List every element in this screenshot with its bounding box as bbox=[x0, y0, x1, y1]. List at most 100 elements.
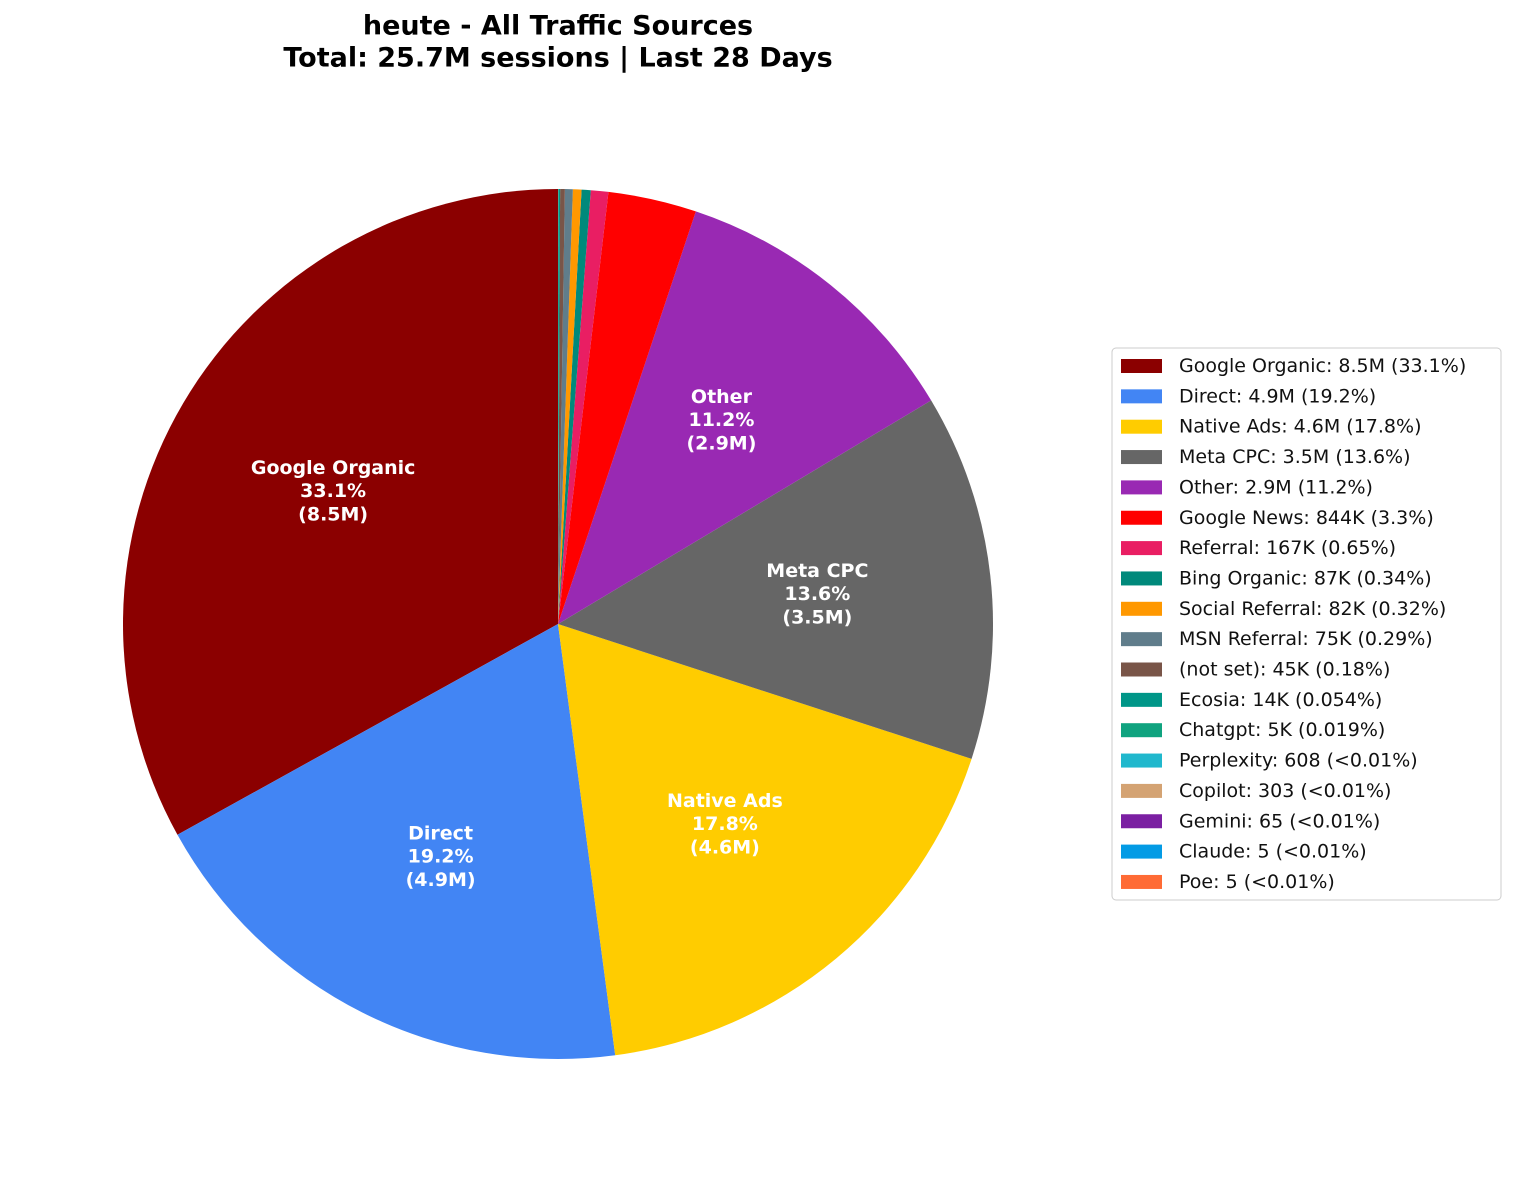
legend-part: 0.18% bbox=[1323, 658, 1383, 680]
legend-entry: MSN Referral: 75K (0.29%) bbox=[1179, 628, 1433, 650]
legend-part: (not set) bbox=[1179, 658, 1260, 680]
legend-part: 5K bbox=[1267, 719, 1292, 741]
legend-entry: Copilot: 303 (<0.01%) bbox=[1179, 779, 1391, 801]
legend-swatch bbox=[1121, 601, 1162, 616]
slice-value-label: 4.6M bbox=[699, 836, 752, 858]
legend-part: Native Ads bbox=[1179, 415, 1281, 437]
slice-name: Native Ads bbox=[667, 790, 783, 812]
slice-value-label: 2.9M bbox=[695, 432, 748, 454]
legend-entry: Meta CPC: 3.5M (13.6%) bbox=[1179, 446, 1411, 468]
legend-swatch bbox=[1121, 419, 1162, 434]
slice-name: Google Organic bbox=[251, 457, 416, 479]
pie-slice bbox=[558, 189, 559, 625]
legend-entry: Gemini: 65 (<0.01%) bbox=[1179, 810, 1380, 832]
chart-subtitle: Total: 25.7M sessions | Last 28 Days bbox=[283, 43, 832, 74]
pie-slice bbox=[558, 189, 582, 624]
legend-entry: Other: 2.9M (11.2%) bbox=[1179, 476, 1373, 498]
legend-part: 167K bbox=[1266, 537, 1315, 559]
legend-part: Google News bbox=[1179, 506, 1303, 528]
legend-part: 75K bbox=[1315, 628, 1352, 650]
legend-swatch bbox=[1121, 541, 1162, 556]
legend-swatch bbox=[1121, 359, 1162, 373]
legend-swatch bbox=[1121, 783, 1162, 798]
slice-percent: 17.8% bbox=[692, 813, 758, 835]
legend-swatch bbox=[1121, 753, 1162, 768]
legend-part: 8.5M bbox=[1338, 355, 1385, 377]
pie-slice bbox=[558, 400, 994, 759]
legend-part: 65 bbox=[1259, 810, 1283, 832]
legend-part: 608 bbox=[1284, 749, 1320, 771]
legend-part: 11.2% bbox=[1305, 476, 1365, 498]
legend-swatch bbox=[1121, 480, 1162, 495]
slice-name: Direct bbox=[408, 823, 473, 845]
legend-swatch bbox=[1121, 844, 1162, 859]
pie-slice bbox=[558, 191, 696, 624]
legend-entry: (not set): 45K (0.18%) bbox=[1179, 658, 1390, 680]
legend-part: Other bbox=[1179, 476, 1233, 498]
legend-part: Direct bbox=[1179, 385, 1236, 407]
legend-entry: Chatgpt: 5K (0.019%) bbox=[1179, 719, 1385, 741]
slice-percent: 33.1% bbox=[300, 480, 366, 502]
pie-slice bbox=[558, 211, 932, 625]
legend-swatch bbox=[1121, 571, 1162, 586]
pie-slice bbox=[558, 190, 609, 624]
legend-part: 3.3% bbox=[1378, 506, 1426, 528]
slice-name: Other bbox=[691, 386, 753, 408]
legend-part: Meta CPC bbox=[1179, 446, 1270, 468]
legend-entry: Direct: 4.9M (19.2%) bbox=[1179, 385, 1376, 407]
legend-part: 17.8% bbox=[1354, 415, 1414, 437]
legend-part: 3.5M bbox=[1283, 446, 1330, 468]
slice-name: Meta CPC bbox=[766, 560, 868, 582]
legend-part: 45K bbox=[1272, 658, 1309, 680]
legend-part: MSN Referral bbox=[1179, 628, 1302, 650]
legend-part: Referral bbox=[1179, 537, 1254, 559]
legend-swatch bbox=[1121, 450, 1162, 465]
pie-slice bbox=[558, 189, 591, 625]
legend-part: 0.32% bbox=[1379, 597, 1439, 619]
legend-swatch bbox=[1121, 814, 1162, 829]
legend-part: Perplexity bbox=[1179, 749, 1273, 771]
slice-value: (4.6M) bbox=[690, 836, 760, 858]
slice-percent: 11.2% bbox=[688, 409, 754, 431]
legend-part: Poe bbox=[1179, 870, 1213, 892]
pie-slice bbox=[558, 624, 972, 1056]
legend-swatch bbox=[1121, 723, 1162, 738]
legend-part: Google Organic bbox=[1179, 355, 1326, 377]
legend-part: Copilot bbox=[1179, 779, 1246, 801]
slice-percent: 19.2% bbox=[408, 846, 474, 868]
legend-part: Gemini bbox=[1179, 810, 1247, 832]
legend-part: <0.01% bbox=[1283, 840, 1359, 862]
legend-part: 82K bbox=[1328, 597, 1365, 619]
slice-value: (4.9M) bbox=[406, 869, 476, 891]
legend-box bbox=[1111, 347, 1502, 901]
legend-entry: Poe: 5 (<0.01%) bbox=[1179, 870, 1335, 892]
legend-entry: Native Ads: 4.6M (17.8%) bbox=[1179, 415, 1421, 437]
legend-part: <0.01% bbox=[1334, 749, 1410, 771]
chart-title: heute - All Traffic Sources bbox=[363, 11, 753, 42]
slice-value: (3.5M) bbox=[782, 606, 852, 628]
legend-part: Bing Organic bbox=[1179, 567, 1301, 589]
slice-value-label: 4.9M bbox=[414, 869, 467, 891]
legend-swatch bbox=[1121, 692, 1162, 707]
legend-entry: Bing Organic: 87K (0.34%) bbox=[1179, 567, 1432, 589]
legend-part: <0.01% bbox=[1251, 870, 1327, 892]
legend-part: Ecosia bbox=[1179, 688, 1240, 710]
slice-value: (2.9M) bbox=[686, 432, 756, 454]
legend-part: 13.6% bbox=[1343, 446, 1403, 468]
legend-entry: Google Organic: 8.5M (33.1%) bbox=[1179, 355, 1466, 377]
legend-part: 303 bbox=[1258, 779, 1294, 801]
legend-part: 5 bbox=[1226, 870, 1238, 892]
legend-part: 87K bbox=[1314, 567, 1351, 589]
legend-part: Claude bbox=[1179, 840, 1245, 862]
legend-part: 0.054% bbox=[1302, 688, 1374, 710]
legend-part: 0.34% bbox=[1364, 567, 1424, 589]
legend-part: 2.9M bbox=[1245, 476, 1292, 498]
legend-swatch bbox=[1121, 662, 1162, 677]
legend-part: Social Referral bbox=[1179, 597, 1316, 619]
legend-part: 33.1% bbox=[1398, 355, 1458, 377]
legend-entry: Social Referral: 82K (0.32%) bbox=[1179, 597, 1446, 619]
legend-part: 0.019% bbox=[1305, 719, 1377, 741]
legend-part: 5 bbox=[1257, 840, 1269, 862]
